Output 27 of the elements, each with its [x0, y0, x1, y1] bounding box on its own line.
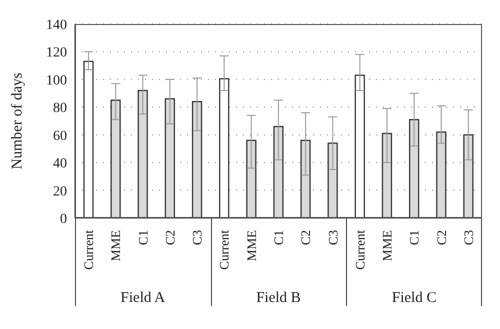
- x-tick-label: Current: [352, 230, 368, 270]
- x-tick-label: C1: [406, 230, 422, 246]
- x-tick-label: Current: [216, 230, 232, 270]
- x-tick-label: C3: [190, 230, 205, 246]
- x-tick-label: MME: [380, 230, 395, 262]
- x-tick-label: C3: [460, 230, 476, 246]
- x-tick-label: C2: [434, 230, 449, 246]
- y-tick-label: 0: [60, 212, 67, 227]
- x-tick-label: C1: [271, 230, 286, 246]
- x-tick-label: C2: [162, 230, 178, 246]
- x-tick-label: Current: [81, 230, 96, 270]
- y-tick-label: 140: [46, 18, 67, 33]
- x-tick-label: C1: [135, 230, 150, 246]
- text: Field A: [120, 290, 166, 307]
- y-tick-label: 100: [46, 73, 67, 88]
- y-tick-label: 60: [53, 128, 67, 144]
- y-tick-label: 40: [53, 156, 67, 172]
- text: Field C: [390, 290, 438, 307]
- text: Field B: [255, 290, 302, 307]
- x-tick-label: C3: [325, 230, 340, 246]
- x-tick-label: MME: [244, 230, 259, 262]
- y-tick-label: 80: [53, 101, 67, 116]
- x-tick-label: MME: [108, 230, 124, 262]
- y-axis-title: Number of days: [9, 72, 26, 170]
- y-tick-label: 20: [53, 184, 67, 200]
- x-tick-label: C2: [298, 230, 314, 246]
- y-tick-label: 120: [46, 46, 67, 61]
